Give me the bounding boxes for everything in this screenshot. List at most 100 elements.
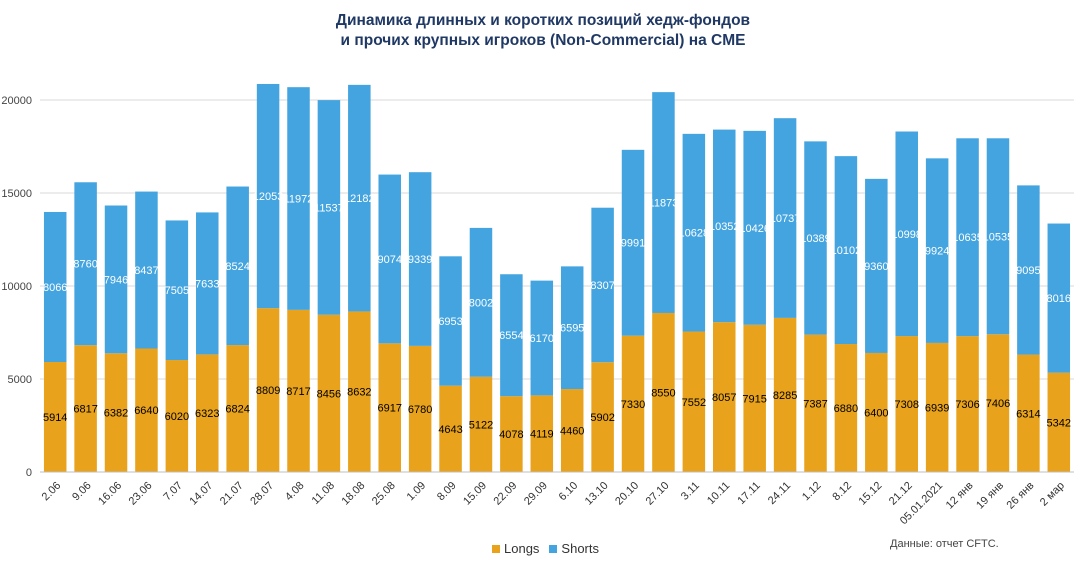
bar-shorts: [74, 182, 97, 346]
bar-shorts: [1047, 223, 1071, 373]
x-tick-label: 27.10: [644, 480, 672, 508]
bar-shorts: [104, 205, 128, 354]
x-tick-label: 9.06: [70, 480, 94, 504]
bar-shorts: [287, 87, 310, 310]
bar-longs: [956, 336, 979, 472]
data-label-longs: 8717: [286, 386, 310, 398]
data-label-longs: 4643: [438, 424, 462, 436]
data-label-longs: 7406: [986, 398, 1010, 410]
y-tick-label: 20000: [1, 95, 32, 107]
bar-longs: [317, 314, 341, 472]
bar-shorts: [348, 84, 371, 312]
data-label-shorts: 9924: [925, 246, 949, 258]
data-label-shorts: 8066: [43, 282, 67, 294]
bar-longs: [500, 396, 523, 472]
data-label-shorts: 8016: [1047, 293, 1071, 305]
bar-longs: [378, 343, 401, 472]
data-label-longs: 4078: [499, 429, 523, 441]
legend-swatch-longs: [492, 544, 500, 553]
data-label-longs: 4460: [560, 426, 584, 438]
bar-longs: [1017, 354, 1040, 472]
bar-longs: [439, 385, 462, 472]
data-label-longs: 5342: [1047, 417, 1071, 429]
data-label-longs: 6917: [377, 403, 401, 415]
bar-longs: [804, 334, 827, 472]
x-tick-label: 6.10: [557, 480, 581, 504]
bar-longs: [652, 312, 675, 472]
bar-longs: [226, 345, 249, 472]
chart-title-line-1: Динамика длинных и коротких позиций хедж…: [335, 12, 751, 29]
data-label-shorts: 8524: [225, 261, 249, 273]
bar-longs: [43, 361, 67, 472]
bar-shorts: [560, 266, 584, 390]
data-label-longs: 6323: [195, 408, 219, 420]
data-label-shorts: 6595: [560, 323, 584, 335]
bar-longs: [1047, 372, 1071, 472]
chart-title-line-2: и прочих крупных игроков (Non-Commercial…: [340, 32, 746, 49]
x-tick-label: 8.12: [830, 480, 854, 504]
x-tick-label: 15.09: [461, 480, 489, 508]
x-tick-label: 20.10: [613, 480, 641, 508]
legend: Longs Shorts: [492, 541, 599, 556]
bar-longs: [865, 352, 888, 472]
bar-longs: [621, 335, 645, 472]
data-label-shorts: 10426: [739, 223, 770, 235]
bar-longs: [196, 354, 219, 472]
legend-swatch-shorts: [549, 544, 558, 553]
x-tick-label: 3.11: [679, 480, 702, 503]
y-tick-label: 10000: [1, 281, 32, 293]
x-tick-label: 2 мар: [1038, 480, 1067, 509]
bar-longs: [834, 344, 858, 472]
data-label-shorts: 7946: [104, 274, 128, 286]
bar-shorts: [713, 129, 736, 323]
data-label-longs: 5902: [590, 412, 614, 424]
data-label-longs: 8057: [712, 392, 736, 404]
bar-shorts: [196, 212, 219, 355]
data-label-shorts: 10389: [800, 233, 831, 245]
bar-longs: [986, 334, 1010, 472]
bar-longs: [530, 395, 554, 472]
data-label-longs: 7306: [955, 399, 979, 411]
x-tick-label: 7.07: [161, 480, 185, 504]
bar-longs: [560, 389, 584, 472]
bar-shorts: [226, 186, 249, 346]
data-label-longs: 6817: [73, 404, 97, 416]
x-tick-label: 17.11: [735, 480, 762, 507]
bar-longs: [135, 348, 158, 472]
bar-longs: [287, 309, 310, 472]
bar-shorts: [804, 141, 827, 335]
bar-shorts: [1017, 185, 1040, 355]
data-label-longs: 6880: [834, 403, 858, 415]
bar-shorts: [135, 191, 158, 349]
bar-shorts: [408, 172, 432, 346]
data-label-longs: 7308: [894, 399, 918, 411]
bar-shorts: [956, 138, 979, 337]
legend-label-longs: Longs: [504, 541, 540, 556]
x-tick-label: 12 янв: [944, 480, 976, 512]
x-tick-label: 21.07: [218, 480, 246, 508]
data-label-longs: 5122: [469, 419, 493, 431]
data-label-shorts: 10535: [983, 231, 1014, 243]
x-tick-label: 29.09: [522, 480, 550, 508]
bar-shorts: [652, 92, 675, 313]
x-tick-label: 10.11: [705, 480, 732, 507]
data-label-longs: 6314: [1016, 408, 1040, 420]
bar-shorts: [925, 158, 949, 343]
bar-shorts: [530, 280, 554, 396]
x-tick-label: 1.09: [405, 480, 429, 504]
bar-longs: [469, 376, 493, 472]
y-tick-label: 15000: [1, 188, 32, 200]
data-label-shorts: 7633: [195, 278, 219, 290]
data-label-longs: 6640: [134, 405, 158, 417]
x-tick-label: 11.08: [310, 480, 337, 507]
data-label-longs: 8285: [773, 390, 797, 402]
bar-shorts: [986, 138, 1010, 335]
x-tick-label: 13.10: [583, 480, 611, 508]
data-label-longs: 6939: [925, 402, 949, 414]
legend-label-shorts: Shorts: [561, 541, 599, 556]
bar-shorts: [621, 149, 645, 336]
bar-longs: [165, 360, 189, 472]
data-label-longs: 7330: [621, 399, 645, 411]
data-label-longs: 6020: [165, 411, 189, 423]
data-label-shorts: 10737: [770, 213, 801, 225]
